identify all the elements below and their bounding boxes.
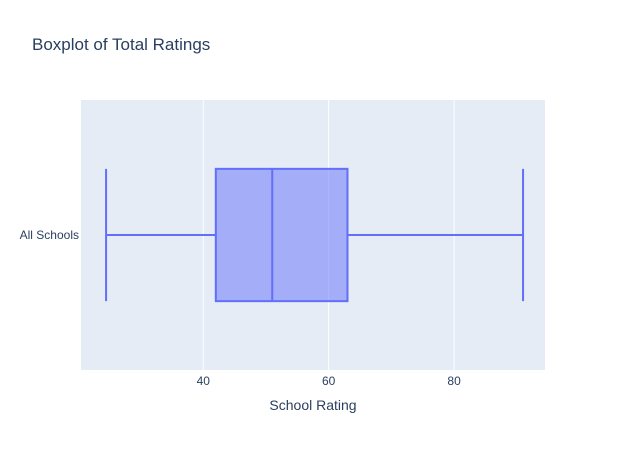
tick-labels: 40 60 80 All Schools: [20, 228, 461, 388]
box-iqr: [214, 167, 349, 303]
x-tick-label-80: 80: [447, 374, 461, 388]
x-axis-label: School Rating: [269, 397, 356, 413]
y-category-label: All Schools: [20, 228, 79, 242]
x-tick-label-60: 60: [322, 374, 336, 388]
chart-title: Boxplot of Total Ratings: [32, 35, 210, 54]
x-tick-label-40: 40: [197, 374, 211, 388]
box-all-schools: [105, 167, 525, 303]
box-series: [105, 167, 525, 303]
